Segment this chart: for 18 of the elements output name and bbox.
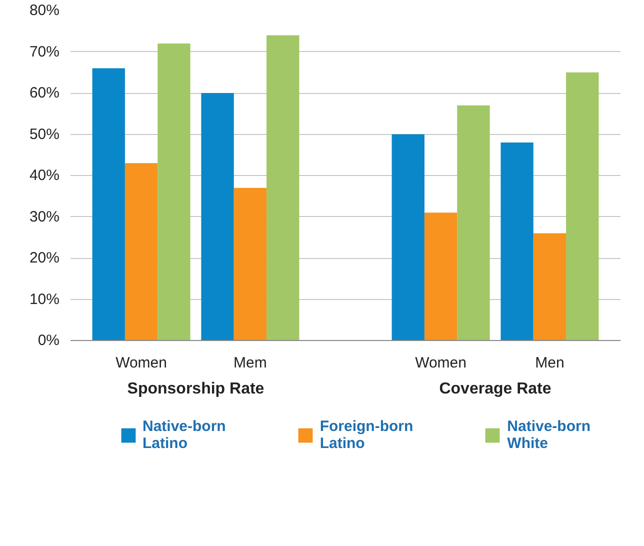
- y-tick-label: 70%: [29, 43, 60, 60]
- y-tick-label: 50%: [29, 126, 60, 143]
- legend-label: Foreign-born Latino: [320, 418, 414, 452]
- x-tick-label: Women: [116, 354, 168, 372]
- x-tick-label: Mem: [234, 354, 267, 372]
- x-tick-label: Women: [415, 354, 467, 372]
- legend-label: Native-born Latino: [142, 418, 226, 452]
- y-tick-label: 10%: [29, 290, 60, 308]
- y-tick-label: 40%: [29, 167, 60, 184]
- y-tick-label: 30%: [29, 208, 60, 226]
- x-tick-label: Men: [535, 354, 564, 372]
- text: Sponsorship Rate: [127, 380, 264, 398]
- y-tick-label: 80%: [29, 2, 60, 19]
- y-tick-label: 60%: [29, 84, 60, 102]
- y-tick-label: 0%: [38, 332, 60, 349]
- text: Coverage Rate: [439, 380, 552, 398]
- y-tick-label: 20%: [29, 250, 60, 266]
- legend-label: Native-born White: [507, 418, 591, 452]
